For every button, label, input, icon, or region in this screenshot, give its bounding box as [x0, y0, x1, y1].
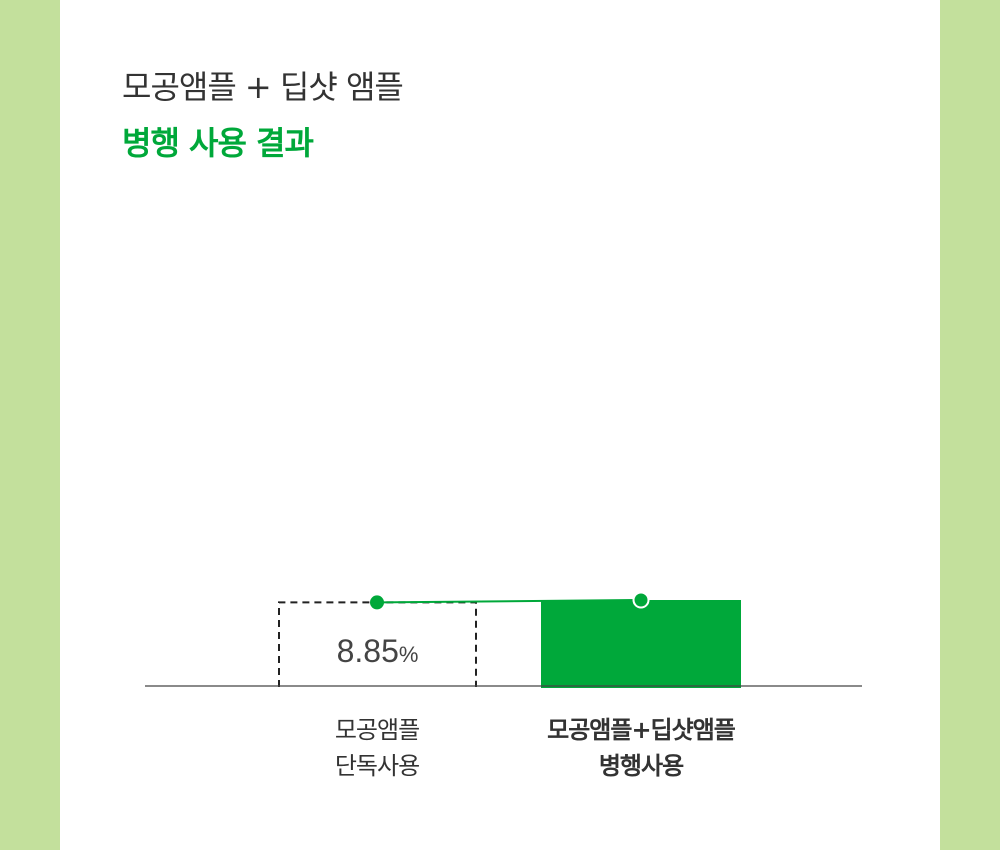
bar-combined: [541, 600, 741, 688]
data-point-single: [370, 595, 384, 610]
category-label-line: 병행사용: [598, 752, 684, 780]
title-line-2: 병행 사용 결과: [122, 124, 314, 162]
category-label-line: 모공앰플: [334, 716, 420, 744]
category-label-combined: 모공앰플+딥샷앰플 병행사용: [511, 712, 771, 784]
content-panel: [60, 0, 940, 850]
data-point-combined: [632, 591, 650, 609]
title-line-1: 모공앰플 + 딥샷 앰플: [122, 68, 404, 106]
data-label-single: 8.85%: [337, 633, 419, 669]
trend-line: [376, 599, 642, 604]
category-label-line: 모공앰플+딥샷앰플: [547, 716, 736, 744]
category-label-line: 단독사용: [334, 752, 420, 780]
category-label-single: 모공앰플 단독사용: [247, 712, 507, 784]
